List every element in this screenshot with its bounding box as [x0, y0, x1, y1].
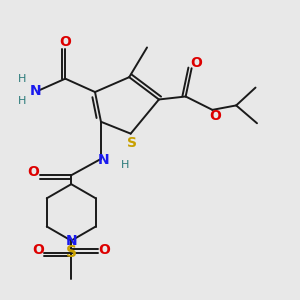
Text: N: N: [65, 234, 77, 248]
Text: O: O: [99, 243, 110, 257]
Text: H: H: [17, 74, 26, 84]
Text: O: O: [59, 35, 71, 50]
Text: H: H: [121, 160, 129, 170]
Text: O: O: [209, 110, 221, 123]
Text: N: N: [30, 84, 41, 98]
Text: O: O: [32, 243, 44, 257]
Text: S: S: [66, 245, 77, 260]
Text: O: O: [190, 56, 202, 70]
Text: O: O: [28, 165, 39, 179]
Text: H: H: [17, 96, 26, 106]
Text: S: S: [127, 136, 137, 150]
Text: N: N: [98, 153, 110, 167]
